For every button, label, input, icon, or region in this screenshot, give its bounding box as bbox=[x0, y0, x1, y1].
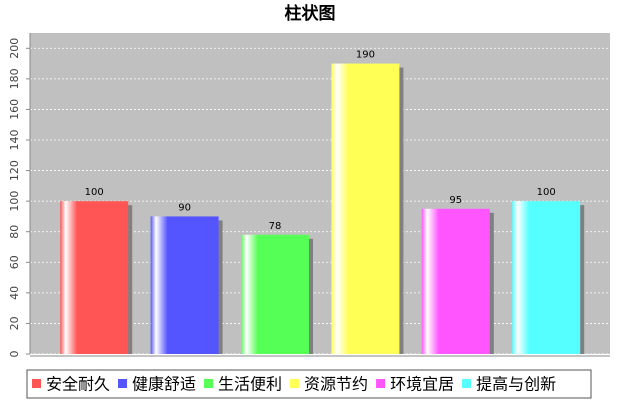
bar bbox=[331, 63, 400, 354]
bar bbox=[150, 216, 219, 354]
data-label: 190 bbox=[356, 50, 375, 61]
data-label: 100 bbox=[85, 187, 104, 198]
y-tick-label: 140 bbox=[8, 130, 21, 151]
data-label: 90 bbox=[178, 202, 191, 213]
y-tick-label: 200 bbox=[8, 38, 21, 59]
y-tick-label: 80 bbox=[8, 225, 21, 239]
data-label: 95 bbox=[449, 195, 462, 206]
legend-swatch bbox=[118, 379, 128, 388]
legend-swatch bbox=[376, 379, 386, 388]
legend-label: 生活便利 bbox=[218, 375, 282, 394]
bar bbox=[241, 234, 309, 354]
chart-title: 柱状图 bbox=[285, 3, 336, 24]
legend-swatch bbox=[204, 379, 214, 388]
legend-swatch bbox=[462, 379, 472, 388]
bar bbox=[60, 201, 129, 354]
y-tick-label: 0 bbox=[8, 351, 21, 358]
bar bbox=[512, 201, 581, 354]
legend-label: 安全耐久 bbox=[46, 375, 110, 394]
y-tick-label: 160 bbox=[8, 99, 21, 120]
data-label: 100 bbox=[537, 187, 556, 198]
y-tick-label: 40 bbox=[8, 286, 21, 300]
legend-swatch bbox=[290, 379, 300, 388]
data-label: 78 bbox=[269, 221, 282, 232]
y-tick-label: 20 bbox=[8, 316, 21, 330]
legend-label: 环境宜居 bbox=[390, 375, 454, 394]
legend-label: 资源节约 bbox=[304, 375, 368, 394]
y-tick-label: 100 bbox=[8, 191, 21, 212]
bar bbox=[421, 208, 490, 354]
legend-label: 提高与创新 bbox=[476, 375, 556, 394]
legend-swatch bbox=[32, 379, 41, 388]
y-tick-label: 180 bbox=[8, 68, 21, 89]
y-tick-label: 120 bbox=[8, 160, 21, 181]
legend-label: 健康舒适 bbox=[132, 375, 196, 394]
y-tick-label: 60 bbox=[8, 255, 21, 269]
